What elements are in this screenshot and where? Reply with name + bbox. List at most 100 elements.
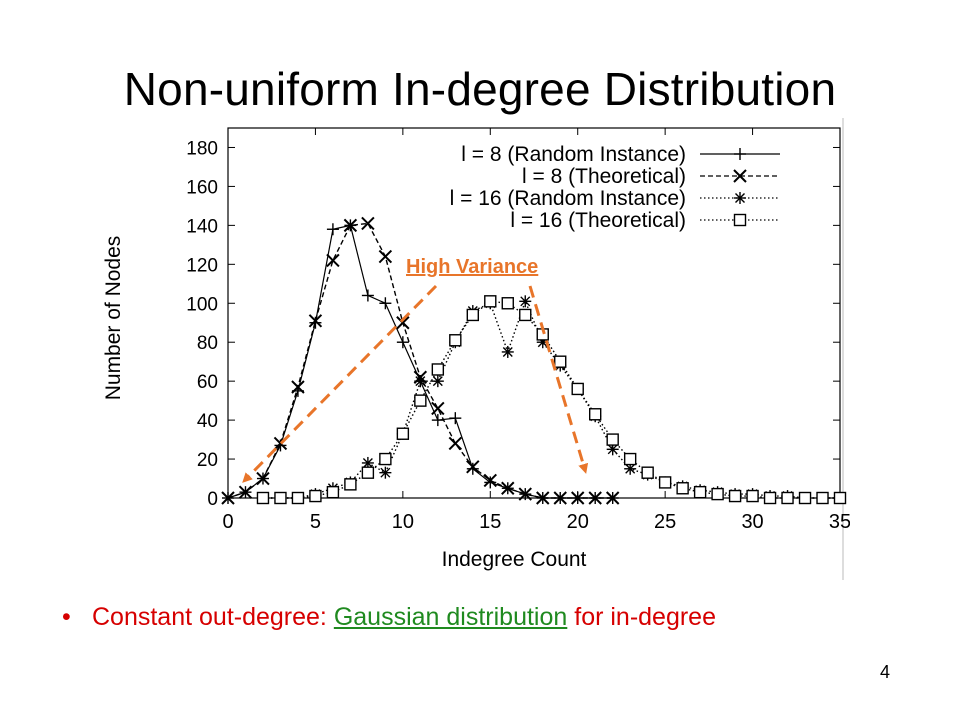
legend-marker bbox=[734, 192, 746, 204]
data-point bbox=[431, 363, 445, 376]
data-point bbox=[396, 336, 409, 349]
y-tick-label: 80 bbox=[197, 333, 218, 354]
data-point bbox=[781, 491, 794, 505]
y-tick-label: 20 bbox=[197, 450, 218, 471]
x-tick-label: 25 bbox=[654, 511, 676, 533]
data-point bbox=[746, 489, 759, 503]
y-tick-label: 180 bbox=[186, 138, 218, 159]
bullet-prefix: Constant out-degree: bbox=[92, 603, 334, 631]
x-tick-label: 30 bbox=[741, 511, 763, 533]
legend-label: l = 8 (Random Instance) bbox=[461, 143, 686, 166]
indegree-chart: 0 5 10 15 20 25 30 35 0 20 40 60 80 100 120 140 160 180 In… bbox=[102, 118, 850, 580]
data-point bbox=[448, 436, 463, 451]
data-point bbox=[344, 478, 357, 491]
data-point bbox=[414, 394, 427, 407]
data-point bbox=[379, 466, 392, 479]
data-point bbox=[326, 223, 339, 236]
data-point bbox=[571, 491, 585, 505]
data-point bbox=[449, 412, 462, 425]
data-point bbox=[431, 375, 444, 388]
data-point bbox=[501, 297, 514, 310]
data-point bbox=[379, 297, 392, 310]
series-line bbox=[262, 299, 840, 499]
data-point bbox=[658, 476, 672, 489]
x-tick-label: 20 bbox=[567, 511, 589, 533]
data-point bbox=[466, 308, 479, 322]
data-point bbox=[728, 489, 742, 503]
data-point bbox=[256, 491, 270, 505]
data-point bbox=[536, 491, 550, 505]
x-tick-label: 5 bbox=[310, 511, 321, 533]
slide-title: Non-uniform In-degree Distribution bbox=[123, 63, 837, 115]
data-point bbox=[343, 218, 358, 233]
series-3 bbox=[256, 295, 846, 504]
data-point bbox=[378, 249, 393, 264]
data-point bbox=[379, 452, 392, 466]
legend-marker bbox=[733, 169, 747, 183]
data-point bbox=[518, 487, 532, 501]
data-point bbox=[553, 491, 567, 505]
data-point bbox=[291, 380, 305, 394]
x-tick-label: 10 bbox=[392, 511, 414, 533]
data-point bbox=[361, 289, 374, 302]
y-tick-label: 160 bbox=[186, 177, 218, 198]
x-tick-label: 0 bbox=[222, 511, 233, 533]
legend-label: l = 16 (Random Instance) bbox=[450, 187, 686, 210]
page-number: 4 bbox=[880, 662, 891, 682]
data-point bbox=[308, 314, 323, 328]
data-point bbox=[554, 355, 567, 368]
data-point bbox=[396, 316, 410, 330]
data-point bbox=[449, 334, 462, 347]
data-point bbox=[361, 216, 375, 231]
data-point bbox=[484, 295, 497, 308]
chart-axes: 0 5 10 15 20 25 30 35 0 20 40 60 80 100 120 140 160 180 In… bbox=[102, 118, 850, 580]
bullet-item: • Constant out-degree: Gaussian distribut… bbox=[62, 603, 716, 632]
left-arrow bbox=[242, 284, 438, 483]
data-point bbox=[326, 253, 340, 268]
data-point bbox=[291, 491, 305, 505]
data-point bbox=[605, 491, 620, 505]
bullet-dot-icon: • bbox=[62, 603, 71, 631]
data-point bbox=[501, 481, 515, 495]
high-variance-arrows bbox=[242, 284, 589, 483]
data-point bbox=[274, 491, 287, 505]
data-point bbox=[238, 485, 253, 499]
data-point bbox=[221, 491, 235, 505]
x-tick-label: 35 bbox=[829, 511, 850, 533]
data-point bbox=[431, 414, 444, 427]
series-line bbox=[262, 300, 840, 499]
data-point bbox=[816, 491, 829, 505]
high-variance-label: High Variance bbox=[406, 256, 539, 278]
data-point bbox=[711, 487, 724, 501]
data-point bbox=[431, 401, 445, 416]
data-point bbox=[606, 433, 619, 446]
chart-series bbox=[221, 216, 847, 505]
legend-marker bbox=[734, 148, 746, 160]
y-tick-label: 40 bbox=[197, 411, 218, 432]
data-point bbox=[589, 408, 602, 421]
chart-legend: l = 8 (Random Instance)l = 8 (Theoretica… bbox=[450, 143, 780, 232]
data-point bbox=[763, 491, 777, 505]
data-point bbox=[571, 382, 584, 396]
legend-marker bbox=[733, 213, 747, 227]
right-arrow bbox=[528, 285, 589, 474]
data-point bbox=[361, 456, 374, 469]
data-point bbox=[519, 308, 532, 322]
bullet-highlight: Gaussian distribution bbox=[333, 603, 568, 631]
data-point bbox=[414, 375, 427, 388]
data-point bbox=[396, 427, 410, 440]
data-point bbox=[623, 452, 637, 466]
data-point bbox=[588, 491, 602, 505]
y-tick-label: 0 bbox=[207, 489, 218, 510]
data-point bbox=[326, 485, 340, 499]
y-tick-label: 120 bbox=[186, 255, 218, 276]
data-point bbox=[693, 485, 707, 499]
legend-label: l = 16 (Theoretical) bbox=[510, 209, 686, 232]
data-point bbox=[483, 473, 497, 488]
data-point bbox=[466, 460, 480, 474]
y-axis-label: Number of Nodes bbox=[102, 236, 125, 401]
x-tick-label: 15 bbox=[479, 511, 501, 533]
data-point bbox=[606, 443, 619, 456]
data-point bbox=[501, 345, 514, 358]
data-point bbox=[361, 466, 375, 479]
